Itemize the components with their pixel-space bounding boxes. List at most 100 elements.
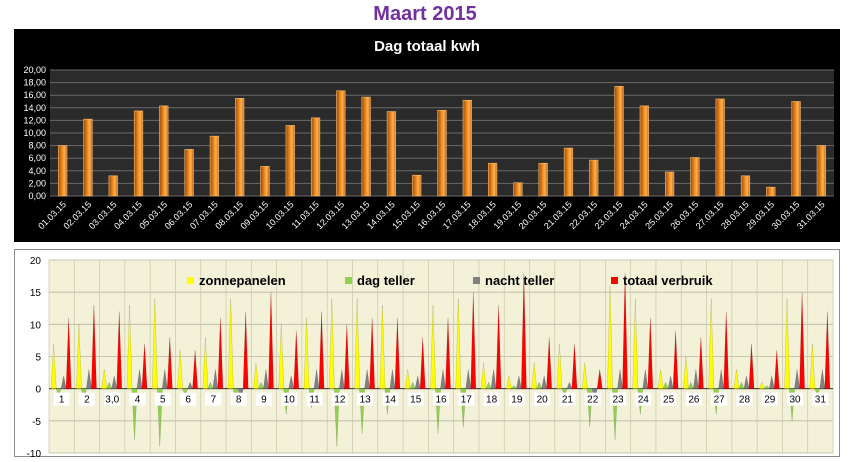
y-tick-label: 12,00 [23,115,46,125]
x-tick-label: 15 [410,395,422,406]
spike-mark [733,369,740,389]
legend-label: totaal verbruik [623,273,713,288]
x-label-box [129,392,146,406]
x-label-box [230,392,247,406]
bar [715,98,725,197]
spike-mark [91,305,97,389]
x-label-box [281,392,298,406]
y-tick-label: -10 [27,449,42,458]
spike-mark [414,375,421,389]
bar [665,171,675,197]
spike-mark [521,272,527,389]
x-tick-label: 31.03.15 [795,199,827,231]
y-tick-label: 6,00 [28,153,46,163]
legend-swatch [611,277,618,284]
bar [690,157,700,197]
x-label-box [78,392,95,406]
legend-label: dag teller [357,273,415,288]
bar [513,182,523,197]
x-tick-label: 6 [185,395,191,406]
spike-mark [227,298,234,389]
spike-mark [596,369,603,389]
x-label-box [711,392,728,406]
x-label-box [306,392,323,406]
spike-mark [126,305,133,389]
x-label-box [685,392,702,406]
legend-item-zonnepanelen: zonnepanelen [187,273,286,288]
spike-mark [763,385,770,389]
spike-mark [809,343,816,389]
spike-mark [288,375,295,389]
y-tick-label: 14,00 [23,103,46,113]
spike-mark [561,388,568,396]
spike-mark [814,388,821,396]
daily-breakdown-chart: -10 -5 0 5 10 15 20 1 2 3,0 4 5 6 7 8 9 10 11 12 13 14 15 16 17… [14,249,840,458]
daily-total-chart: Dag totaal kwh 0,00 2,00 4,00 6,00 8,00 10,00 1… [14,29,840,242]
y-tick-label: 10,00 [23,128,46,138]
spike-mark [354,298,360,389]
spike-mark [116,311,123,389]
spike-mark [339,369,345,389]
spike-mark [672,330,679,389]
spike-mark [207,381,214,389]
spike-mark [470,292,477,389]
x-tick-label: 16 [435,395,447,406]
x-label-box [610,392,627,406]
spike-mark [485,381,492,389]
spike-mark [536,381,543,389]
spike-mark [758,381,765,389]
y-tick-label: 4,00 [28,166,46,176]
x-label-box [154,392,171,406]
bar [462,99,472,197]
y-tick-label: 18,00 [23,78,46,88]
spike-mark [369,317,375,389]
x-label-box [812,392,829,406]
spike-mark [136,369,143,389]
spike-mark [784,298,790,389]
spike-mark [344,324,350,389]
x-tick-label: 25 [663,395,675,406]
bar [184,149,194,197]
spike-mark [263,369,269,389]
x-label-box [382,392,399,406]
legend-swatch [187,277,194,284]
x-tick-label: 9 [261,395,267,406]
x-tick-label: 21 [562,395,574,406]
spike-mark [182,388,188,396]
spike-mark [708,298,714,389]
spike-mark [571,343,578,389]
x-tick-label: 10 [284,395,296,406]
spike-mark [141,343,148,389]
x-label-box [787,392,804,406]
bar [58,145,68,197]
spike-mark [794,369,800,389]
y-tick-label: -5 [32,417,41,428]
spike-mark [768,375,775,389]
spike-mark [278,324,285,389]
spike-mark [738,381,745,389]
legend-item-dag-teller: dag teller [345,273,415,288]
spike-mark [101,369,108,389]
spike-mark [318,311,325,389]
spike-mark [556,343,563,389]
spike-mark [723,311,730,389]
x-tick-label: 13 [360,395,372,406]
spike-mark [202,337,209,389]
spike-mark [253,362,259,389]
x-label-box [635,392,652,406]
spike-mark [824,311,831,389]
spike-mark [55,388,62,396]
spike-mark [212,369,219,389]
x-tick-label: 31 [815,395,827,406]
bar [589,159,599,197]
y-tick-label: 0,00 [28,191,46,201]
bar [437,110,447,197]
bar [412,174,422,197]
x-label-box [736,392,753,406]
x-label-box [53,392,70,406]
spike-mark [531,362,537,389]
spike-mark [642,369,649,389]
bar [310,117,321,197]
x-label-box [761,392,778,406]
